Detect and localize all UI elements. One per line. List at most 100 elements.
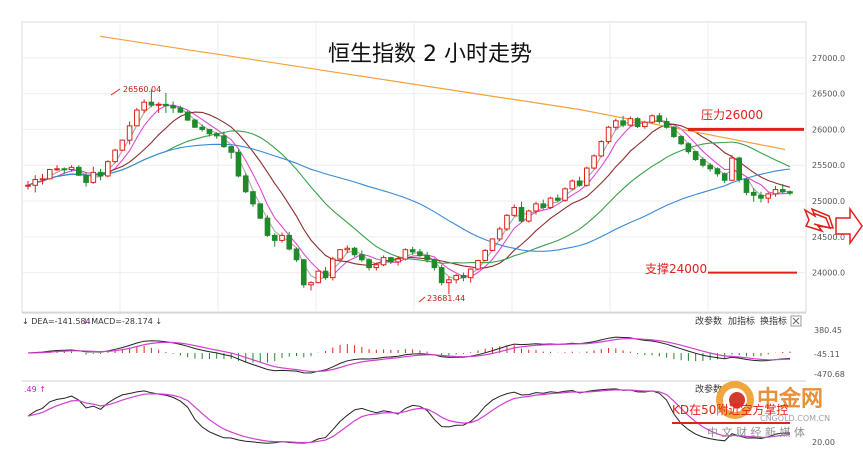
watermark: 中金网 CNGOLD.COM.CN 中 文 财 经 新 媒 体 bbox=[707, 381, 830, 439]
candle bbox=[446, 276, 452, 295]
macd-panel: ↓ DEA=-141.584 ↓ MACD=-28.174 ↓ 改参数 加指标 … bbox=[22, 312, 845, 379]
candle bbox=[714, 167, 721, 177]
candle-body bbox=[685, 143, 692, 153]
macd-edit-params-button[interactable]: 改参数 bbox=[695, 315, 722, 327]
candle bbox=[83, 172, 89, 187]
candle-body bbox=[453, 274, 459, 281]
candle-body bbox=[620, 120, 626, 126]
candle bbox=[424, 251, 430, 263]
candle bbox=[627, 116, 634, 127]
candle bbox=[576, 176, 583, 187]
candle-body bbox=[431, 259, 438, 269]
candle-body bbox=[221, 135, 227, 148]
candle-body bbox=[83, 174, 89, 183]
candle-body bbox=[576, 180, 583, 186]
candle-body bbox=[518, 206, 525, 222]
candle-body bbox=[446, 279, 452, 284]
candle-body bbox=[540, 203, 547, 208]
candle bbox=[293, 247, 300, 262]
close-icon[interactable] bbox=[790, 315, 802, 327]
candle bbox=[250, 190, 256, 207]
y-tick-label: 25500.0 bbox=[812, 161, 845, 170]
candle-body bbox=[467, 268, 474, 279]
candle bbox=[32, 175, 39, 193]
candle bbox=[649, 114, 655, 124]
candle-body bbox=[25, 184, 31, 187]
candle-body bbox=[475, 259, 481, 270]
y-tick-label: 26000.0 bbox=[812, 125, 845, 134]
kd-edit-params-button[interactable]: 改参数 bbox=[695, 383, 722, 395]
candle bbox=[155, 102, 162, 113]
y-tick-label: 26500.0 bbox=[812, 90, 845, 99]
candle-body bbox=[271, 234, 278, 241]
candle bbox=[199, 124, 205, 132]
candle-body bbox=[380, 257, 387, 266]
candle bbox=[192, 118, 198, 128]
candle bbox=[148, 89, 155, 108]
kd-panel: .49 ↑ 改参数 20.00 bbox=[22, 380, 835, 447]
candle-body bbox=[300, 259, 307, 286]
candle bbox=[300, 259, 307, 288]
watermark-name: 中金网 bbox=[757, 386, 823, 412]
candle bbox=[373, 262, 380, 271]
candle-body bbox=[61, 168, 68, 171]
candle bbox=[584, 166, 590, 187]
candle-body bbox=[126, 125, 133, 141]
candle-body bbox=[32, 179, 39, 186]
candle bbox=[344, 245, 351, 254]
candle-body bbox=[787, 191, 793, 194]
macd-add-indicator-button[interactable]: 加指标 bbox=[728, 315, 755, 327]
watermark-slogan: 中 文 财 经 新 媒 体 bbox=[707, 425, 805, 439]
candle-body bbox=[605, 126, 612, 143]
candle-body bbox=[496, 228, 503, 240]
candle bbox=[264, 215, 271, 237]
candle bbox=[787, 190, 793, 196]
candle-body bbox=[308, 282, 314, 286]
candle bbox=[380, 255, 387, 267]
candle bbox=[68, 165, 75, 172]
candle-body bbox=[155, 103, 162, 106]
candle-body bbox=[656, 115, 663, 123]
candle bbox=[46, 168, 53, 180]
candle-body bbox=[591, 155, 597, 169]
candle bbox=[438, 264, 445, 286]
candle-body bbox=[351, 247, 358, 256]
candle-body bbox=[330, 258, 336, 279]
candle bbox=[417, 248, 423, 257]
candle-body bbox=[199, 126, 205, 130]
candle-body bbox=[286, 234, 293, 250]
high-annotation: 26560.04 bbox=[110, 85, 161, 96]
candle-body bbox=[721, 173, 728, 181]
candle-body bbox=[46, 169, 53, 180]
candle bbox=[605, 125, 612, 144]
dea-label: ↓ DEA=-141.584 bbox=[22, 317, 91, 326]
low-annotation: 23681.44 bbox=[418, 294, 465, 303]
candle-body bbox=[504, 214, 510, 230]
candle-body bbox=[359, 254, 365, 261]
candle-body bbox=[671, 126, 677, 138]
candle bbox=[25, 180, 31, 190]
candle bbox=[330, 256, 336, 281]
macd-switch-indicator-button[interactable]: 换指标 bbox=[760, 315, 787, 327]
candle bbox=[286, 231, 293, 251]
candle-body bbox=[409, 249, 416, 253]
candle-body bbox=[344, 247, 351, 251]
candle bbox=[475, 259, 481, 271]
candle-body bbox=[163, 103, 169, 107]
candle bbox=[765, 192, 772, 204]
candle bbox=[206, 128, 213, 137]
candle-body bbox=[76, 166, 82, 176]
candle bbox=[700, 157, 706, 168]
candle bbox=[743, 178, 750, 196]
candle-body bbox=[584, 167, 590, 186]
candle bbox=[366, 258, 372, 271]
candle-body bbox=[293, 248, 300, 261]
candle bbox=[569, 179, 576, 191]
candle bbox=[518, 201, 525, 223]
candle bbox=[729, 155, 735, 181]
candle bbox=[721, 172, 728, 184]
candle-body bbox=[90, 171, 97, 183]
candle bbox=[177, 105, 184, 113]
candle-body bbox=[750, 191, 757, 196]
candle-body bbox=[250, 191, 256, 205]
